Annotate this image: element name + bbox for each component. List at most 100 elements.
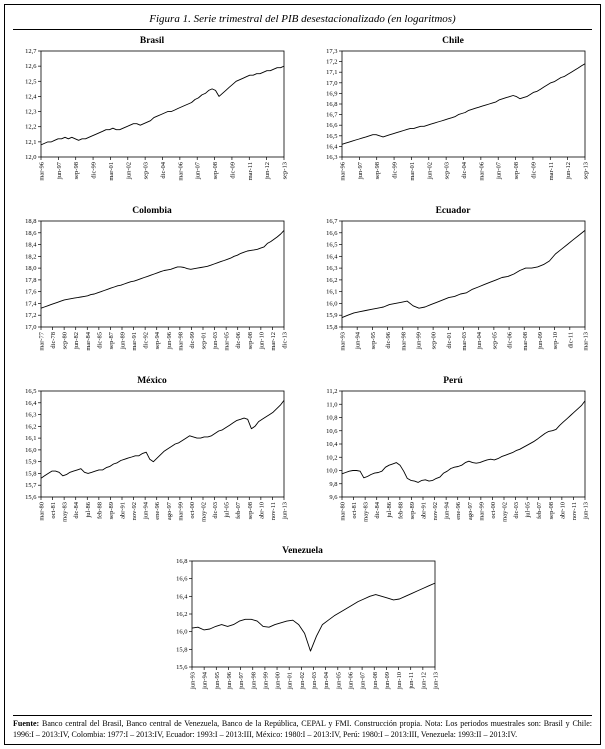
- x-tick-label: ene-96: [455, 501, 462, 519]
- x-tick-label: sep-00: [431, 332, 438, 349]
- y-tick-label: 10,0: [326, 468, 337, 475]
- plot-border: [40, 220, 285, 328]
- x-tick-label: mar-96: [39, 161, 46, 180]
- x-tick-label: jul-05: [224, 502, 231, 519]
- x-tick-label: jun-09: [537, 332, 544, 350]
- y-tick-label: 15,7: [25, 482, 37, 489]
- chart-ecuador: Ecuador 15,8 15,9 16,0 16,1 16,2 16,3 16,4 16,5 1…: [314, 206, 592, 372]
- x-tick-label: feb-07: [536, 501, 543, 519]
- chart-plot-chile: 16,3 16,4 16,5 16,6 16,7 16,8 16,9 17,0 17,1 17,2…: [326, 48, 589, 181]
- x-tick-label: mar-99: [478, 502, 485, 521]
- x-tick-label: mar-13: [583, 332, 590, 351]
- chart-plot-venezuela: 15,6 15,8 16,0 16,2 16,4 16,6 16,8 jun-93 jun-94…: [176, 558, 439, 690]
- x-tick-label: jun-96: [225, 671, 232, 690]
- y-tick-label: 17,4: [25, 300, 37, 307]
- y-tick-label: 16,4: [25, 400, 37, 407]
- chart-plot-mexico: 15,6 15,7 15,8 15,9 16,0 16,1 16,2 16,3 16,4 16,5…: [25, 388, 288, 522]
- plot-border: [341, 390, 586, 498]
- chart-plot-brasil: 12,0 12,1 12,2 12,3 12,4 12,5 12,6 12,7 mar-96 ju…: [25, 48, 288, 181]
- x-tick-label: abr-10: [258, 502, 265, 519]
- chart-title-mexico: México: [137, 376, 167, 387]
- charts-grid: Brasil 12,0 12,1 12,2 12,3 12,4 12,5 12,6 12,7 ma…: [13, 32, 592, 712]
- x-tick-label: dic-99: [392, 162, 399, 179]
- y-tick-label: 16,7: [326, 218, 338, 225]
- y-tick-label: 16,3: [25, 412, 36, 419]
- x-tick-label: mar-01: [409, 162, 416, 181]
- x-tick-label: dic-85: [96, 332, 103, 349]
- x-tick-label: jun-02: [298, 672, 305, 690]
- y-tick-label: 16,4: [326, 253, 338, 260]
- figure-frame: Figura 1. Serie trimestral del PIB deses…: [4, 4, 601, 745]
- x-tick-label: sep-98: [73, 162, 80, 179]
- x-tick-label: abr-91: [120, 502, 127, 519]
- y-tick-label: 16,9: [326, 90, 337, 97]
- x-tick-label: nov-92: [131, 502, 138, 520]
- y-tick-label: 16,3: [326, 154, 337, 161]
- x-tick-label: mar-11: [548, 162, 555, 180]
- y-tick-label: 16,6: [326, 122, 338, 129]
- x-tick-label: mar-08: [522, 332, 529, 351]
- y-tick-label: 16,5: [25, 388, 36, 395]
- x-tick-label: dic-09: [229, 162, 236, 179]
- y-tick-label: 15,8: [176, 646, 187, 653]
- x-tick-label: jun-07: [496, 161, 503, 180]
- y-tick-label: 17,2: [326, 59, 337, 66]
- x-tick-label: dic-78: [50, 332, 57, 349]
- x-tick-label: may-02: [502, 502, 509, 522]
- chart-mexico: México 15,6 15,7 15,8 15,9 16,0 16,1 16,2 16,3 16…: [13, 376, 291, 542]
- y-tick-label: 17,2: [25, 312, 36, 319]
- x-tick-label: sep-08: [548, 502, 555, 519]
- x-tick-label: nov-92: [432, 502, 439, 520]
- x-tick-label: jun-01: [286, 672, 293, 690]
- x-tick-label: abr-10: [559, 502, 566, 519]
- plot-border: [191, 560, 435, 668]
- x-tick-label: jun-97: [56, 161, 63, 180]
- series-line-brasil: [40, 65, 285, 146]
- y-tick-label: 11,0: [326, 401, 337, 408]
- y-tick-label: 12,2: [25, 124, 36, 131]
- chart-title-brasil: Brasil: [139, 36, 165, 46]
- x-tick-label: sep-08: [212, 162, 219, 179]
- y-tick-label: 18,8: [25, 218, 36, 225]
- y-tick-label: 16,5: [326, 133, 337, 140]
- x-tick-label: dic-06: [235, 331, 242, 348]
- x-tick-label: jun-95: [213, 672, 220, 690]
- x-tick-label: jun-00: [274, 672, 281, 690]
- x-tick-label: dic-03: [212, 502, 219, 519]
- x-tick-label: mar-06: [177, 161, 184, 180]
- x-tick-label: jun-96: [166, 331, 173, 350]
- x-tick-label: jun-05: [335, 672, 342, 690]
- x-tick-label: dic-04: [160, 161, 167, 178]
- y-tick-label: 15,9: [25, 459, 36, 466]
- x-tick-label: dic-96: [385, 331, 392, 348]
- x-tick-label: jun-13: [432, 672, 439, 690]
- plot-border: [40, 50, 285, 158]
- x-tick-label: abr-91: [421, 502, 428, 519]
- x-tick-label: sep-08: [513, 162, 520, 179]
- y-tick-label: 18,4: [25, 242, 37, 249]
- y-tick-label: 11,2: [326, 388, 337, 395]
- x-tick-label: sep-03: [143, 162, 150, 179]
- x-tick-label: dic-84: [374, 501, 381, 518]
- x-tick-label: sep-08: [247, 332, 254, 349]
- x-tick-label: jun-94: [444, 501, 451, 520]
- x-tick-label: sep-03: [444, 162, 451, 179]
- x-tick-label: mar-84: [85, 331, 92, 350]
- x-tick-label: mar-05: [224, 332, 231, 351]
- y-tick-label: 16,1: [326, 289, 337, 296]
- y-tick-label: 12,4: [25, 93, 37, 100]
- y-tick-label: 18,2: [25, 253, 36, 260]
- y-tick-label: 16,0: [326, 300, 337, 307]
- chart-colombia: Colombia 17,0 17,2 17,4 17,6 17,8 18,0 18,2 18,4…: [13, 206, 291, 372]
- y-tick-label: 17,1: [326, 69, 337, 76]
- y-tick-label: 16,4: [176, 593, 188, 600]
- x-tick-label: jun-04: [476, 331, 483, 350]
- source-label: Fuente:: [13, 719, 40, 729]
- x-tick-label: dic-92: [143, 332, 150, 349]
- y-tick-label: 16,8: [326, 101, 337, 108]
- y-tick-label: 15,6: [25, 494, 37, 501]
- y-tick-label: 15,6: [176, 664, 188, 671]
- y-tick-label: 9,6: [329, 494, 338, 501]
- x-tick-label: feb-88: [96, 502, 103, 519]
